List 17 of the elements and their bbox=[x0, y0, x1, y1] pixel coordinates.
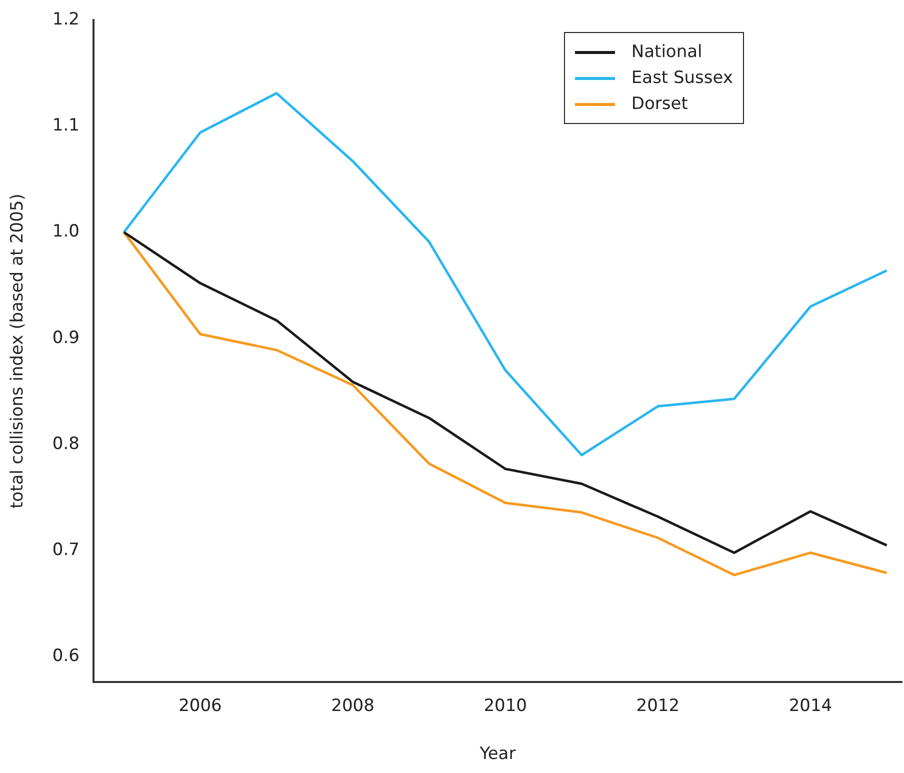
x-tick-label: 2006 bbox=[178, 696, 222, 716]
x-tick-label: 2010 bbox=[484, 696, 527, 716]
legend-label: East Sussex bbox=[631, 68, 733, 88]
y-tick-label: 1.0 bbox=[52, 222, 80, 242]
x-tick-label: 2012 bbox=[636, 696, 680, 716]
legend-label: Dorset bbox=[631, 94, 688, 114]
y-tick-label: 1.2 bbox=[52, 9, 80, 30]
y-tick-label: 0.8 bbox=[52, 434, 80, 454]
legend-label: National bbox=[631, 42, 702, 62]
y-tick-label: 0.6 bbox=[52, 646, 80, 666]
x-axis-title: Year bbox=[478, 744, 516, 764]
y-tick-label: 0.7 bbox=[52, 540, 80, 560]
y-tick-label: 0.9 bbox=[52, 328, 80, 348]
y-tick-label: 1.1 bbox=[52, 116, 80, 136]
x-tick-label: 2014 bbox=[788, 696, 832, 716]
x-tick-label: 2008 bbox=[331, 696, 374, 716]
y-axis-title: total collisions index (based at 2005) bbox=[8, 194, 28, 509]
